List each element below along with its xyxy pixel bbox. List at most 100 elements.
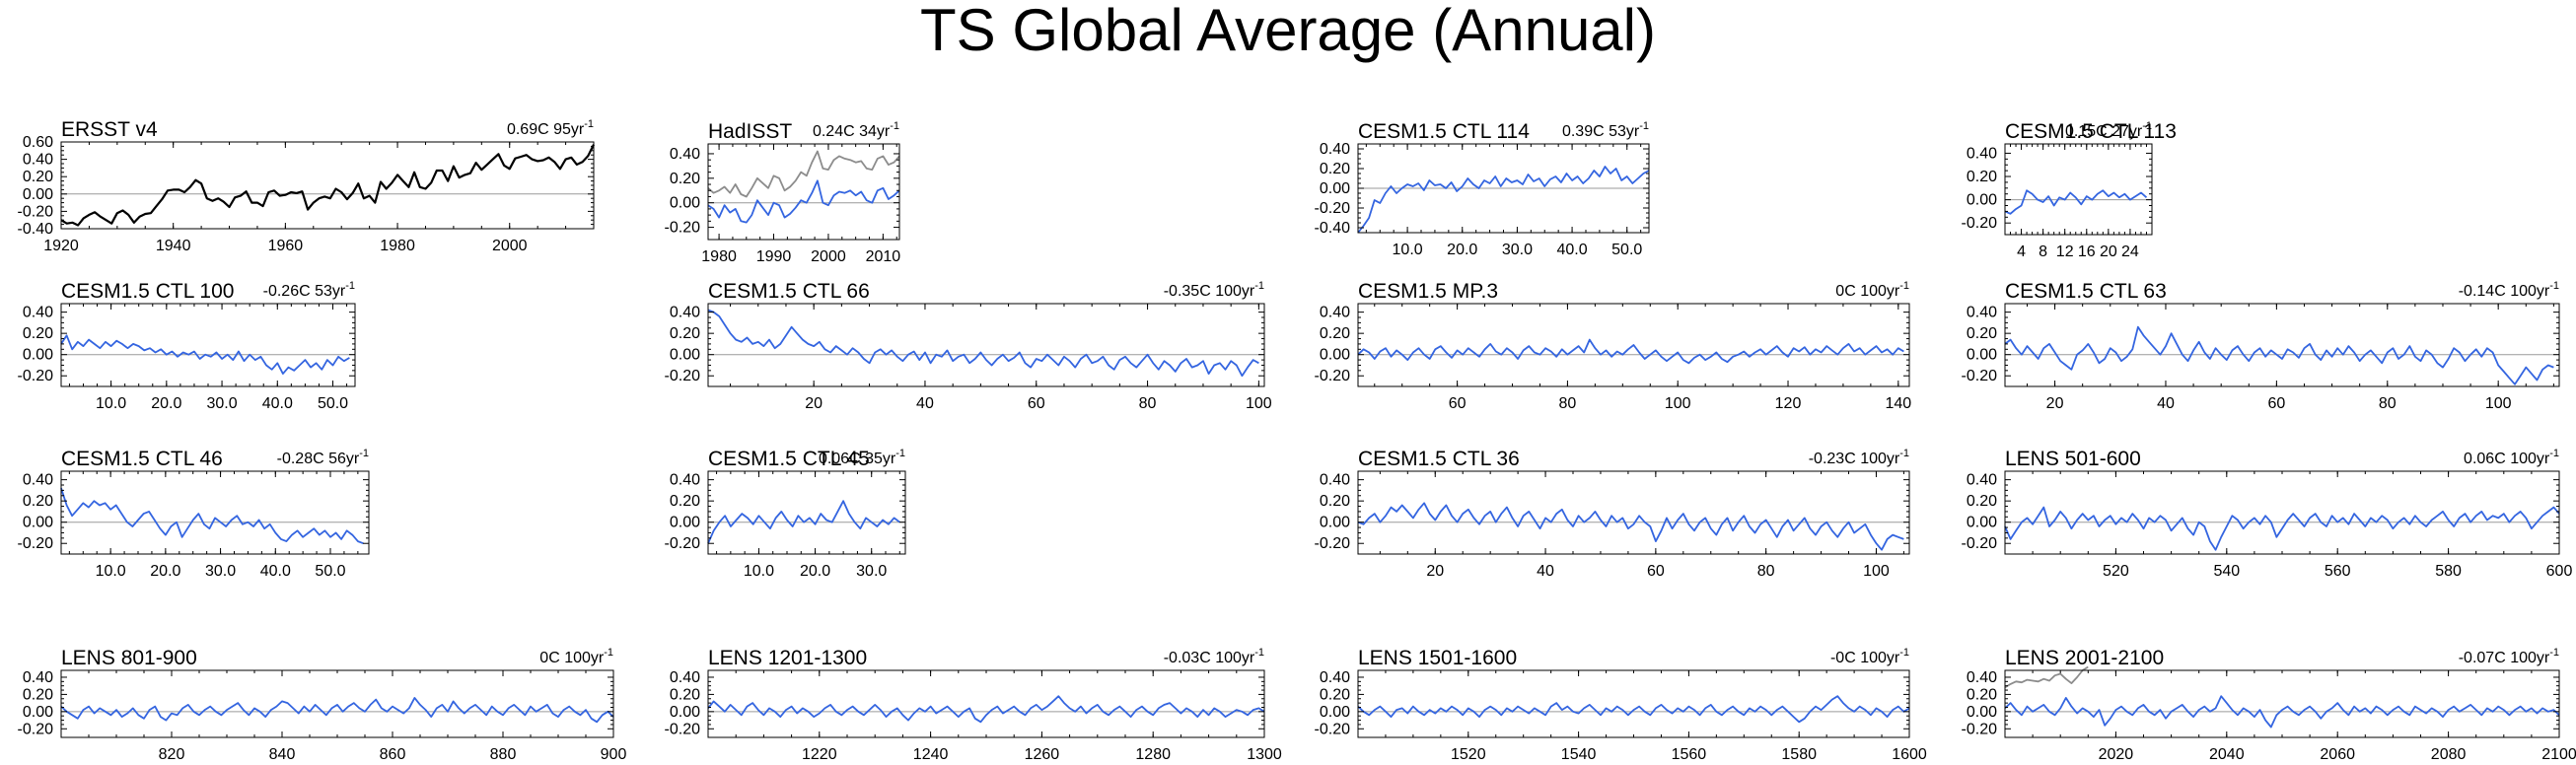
trend-value: 0.39C 53yr <box>1562 123 1640 140</box>
series-line-model <box>60 487 364 545</box>
y-tick-label: -0.20 <box>18 203 54 220</box>
panel-title: CESM1.5 CTL 46 <box>61 448 223 470</box>
x-tick-label: 20 <box>805 395 823 412</box>
x-tick-label: 40.0 <box>260 563 291 580</box>
panel-title: CESM1.5 CTL 100 <box>61 280 234 303</box>
series-line-model <box>707 179 900 224</box>
x-tick-label: 20.0 <box>1447 242 1477 258</box>
x-tick-label: 1520 <box>1451 746 1486 763</box>
x-tick-label: 4 <box>2017 243 2026 260</box>
trend-annotation: 0.06C 100yr-1 <box>2464 448 2559 467</box>
plot-frame <box>60 303 356 387</box>
x-tick-label: 1260 <box>1025 746 1060 763</box>
x-tick-label: 10.0 <box>744 563 774 580</box>
x-tick-label: 80 <box>1757 563 1775 580</box>
trend-exponent: -1 <box>1899 448 1909 459</box>
series-line-obs <box>2004 665 2089 689</box>
x-tick-label: 50.0 <box>318 395 348 412</box>
panel-title: LENS 501-600 <box>2005 448 2141 470</box>
p-lens501-panel: 0.40 0.20 0.00 -0.20 520 540 560 580 600 LENS 501… <box>1962 448 2573 580</box>
y-tick-label: 0.00 <box>670 347 700 364</box>
y-tick-label: 0.40 <box>1320 141 1350 158</box>
series-line-obs <box>60 144 595 227</box>
x-tick-label: 140 <box>1885 395 1911 412</box>
trend-value: -0.28C 56yr <box>277 451 360 467</box>
panel-title: CESM1.5 CTL 114 <box>1358 120 1530 143</box>
y-tick-label: 0.40 <box>670 146 700 163</box>
y-tick-label: 0.20 <box>1967 493 1997 510</box>
trend-exponent: -1 <box>359 448 369 459</box>
panel-title: ERSST v4 <box>61 118 158 141</box>
y-tick-label: 0.00 <box>23 704 53 721</box>
trend-value: 0.06C 100yr <box>2464 451 2550 467</box>
y-tick-label: 0.20 <box>1320 686 1350 703</box>
x-tick-label: 880 <box>490 746 517 763</box>
y-tick-label: 0.40 <box>1967 145 1997 162</box>
series-line-model <box>60 334 350 376</box>
panel-title: CESM1.5 CTL 45 <box>708 448 870 470</box>
y-tick-label: 0.00 <box>670 515 700 531</box>
trend-exponent: -1 <box>1899 647 1909 659</box>
y-tick-label: 0.00 <box>670 704 700 721</box>
p-ctl113-panel: 0.40 0.20 0.00 -0.20 4 8 12 16 20 24 CESM1.5 CTL 1… <box>1962 120 2177 260</box>
x-tick-label: 1540 <box>1561 746 1597 763</box>
trend-annotation: -0.07C 100yr-1 <box>2459 647 2559 666</box>
p-ctl100-panel: 0.40 0.20 0.00 -0.20 10.0 20.0 30.0 40.0 50.0 CES… <box>18 280 356 412</box>
x-tick-label: 60 <box>1449 395 1467 412</box>
y-tick-label: -0.20 <box>1962 368 1998 384</box>
y-tick-label: 0.40 <box>670 669 700 686</box>
x-tick-label: 1920 <box>43 238 79 254</box>
y-tick-label: -0.20 <box>18 721 54 737</box>
y-tick-label: 0.00 <box>1320 515 1350 531</box>
trend-exponent: -1 <box>1254 280 1264 292</box>
x-tick-label: 10.0 <box>96 563 126 580</box>
y-tick-label: 0.00 <box>23 347 53 364</box>
y-tick-label: 0.20 <box>670 171 700 187</box>
p-ctl46-panel: 0.40 0.20 0.00 -0.20 10.0 20.0 30.0 40.0 50.0 CES… <box>18 448 370 580</box>
p-lens801-panel: 0.400.200.00-0.20 820 840 860 880 900 LENS 801… <box>18 647 627 763</box>
x-tick-label: 30.0 <box>1502 242 1533 258</box>
y-tick-label: -0.20 <box>1315 535 1351 552</box>
y-tick-label: 0.60 <box>23 134 53 151</box>
trend-annotation: 0.15C 27yr-1 <box>2065 120 2152 140</box>
x-tick-label: 40.0 <box>1557 242 1588 258</box>
trend-exponent: -1 <box>1254 647 1264 659</box>
y-tick-label: 0.40 <box>670 472 700 489</box>
y-tick-label: 0.00 <box>1967 192 1997 209</box>
trend-value: -0.23C 100yr <box>1809 451 1900 467</box>
series-line-model <box>60 697 614 724</box>
plot-frame <box>2004 669 2560 738</box>
trend-value: 0C 100yr <box>1835 283 1900 300</box>
y-tick-label: 0.20 <box>670 686 700 703</box>
panel-title: LENS 2001-2100 <box>2005 647 2164 669</box>
panel-title: HadISST <box>708 120 792 143</box>
series-line-model <box>2004 695 2560 729</box>
y-tick-label: 0.20 <box>670 493 700 510</box>
x-tick-label: 860 <box>380 746 406 763</box>
p-ctl45-panel: 0.40 0.20 0.00 -0.20 10.0 20.0 30.0 CESM1.5 CTL… <box>665 448 906 580</box>
y-tick-label: 0.20 <box>23 686 53 703</box>
figure-title: TS Global Average (Annual) <box>920 0 1656 63</box>
x-tick-label: 540 <box>2213 563 2240 580</box>
x-tick-label: 1980 <box>380 238 415 254</box>
x-tick-label: 100 <box>1863 563 1890 580</box>
y-tick-label: 0.00 <box>1967 515 1997 531</box>
series-line-model <box>2004 325 2554 385</box>
x-tick-label: 30.0 <box>206 395 237 412</box>
x-tick-label: 8 <box>2039 243 2047 260</box>
x-tick-label: 20.0 <box>151 395 181 412</box>
series-line-model <box>707 695 1265 724</box>
p-mp3-panel: 0.40 0.20 0.00 -0.20 60 80 100 120 140 CESM1.5 MP… <box>1315 280 1912 412</box>
y-tick-label: 0.40 <box>1967 472 1997 489</box>
trend-exponent: -1 <box>890 120 899 132</box>
trend-annotation: -0.28C 56yr-1 <box>277 448 369 467</box>
trend-annotation: 0.06C 35yr-1 <box>819 448 905 467</box>
y-tick-label: 0.40 <box>1967 305 1997 321</box>
trend-value: -0.03C 100yr <box>1164 650 1255 666</box>
y-tick-label: 0.00 <box>1320 704 1350 721</box>
y-tick-label: 0.40 <box>23 472 53 489</box>
series-line-model <box>707 500 900 544</box>
y-tick-label: 0.00 <box>670 195 700 212</box>
x-tick-label: 20.0 <box>150 563 180 580</box>
trend-annotation: -0.03C 100yr-1 <box>1164 647 1264 666</box>
